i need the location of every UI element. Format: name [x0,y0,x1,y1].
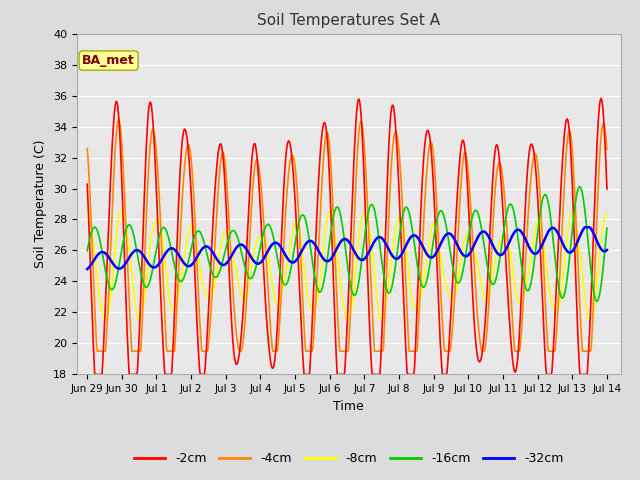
X-axis label: Time: Time [333,400,364,413]
Y-axis label: Soil Temperature (C): Soil Temperature (C) [35,140,47,268]
Title: Soil Temperatures Set A: Soil Temperatures Set A [257,13,440,28]
Legend: -2cm, -4cm, -8cm, -16cm, -32cm: -2cm, -4cm, -8cm, -16cm, -32cm [129,447,568,470]
Text: BA_met: BA_met [82,54,135,67]
